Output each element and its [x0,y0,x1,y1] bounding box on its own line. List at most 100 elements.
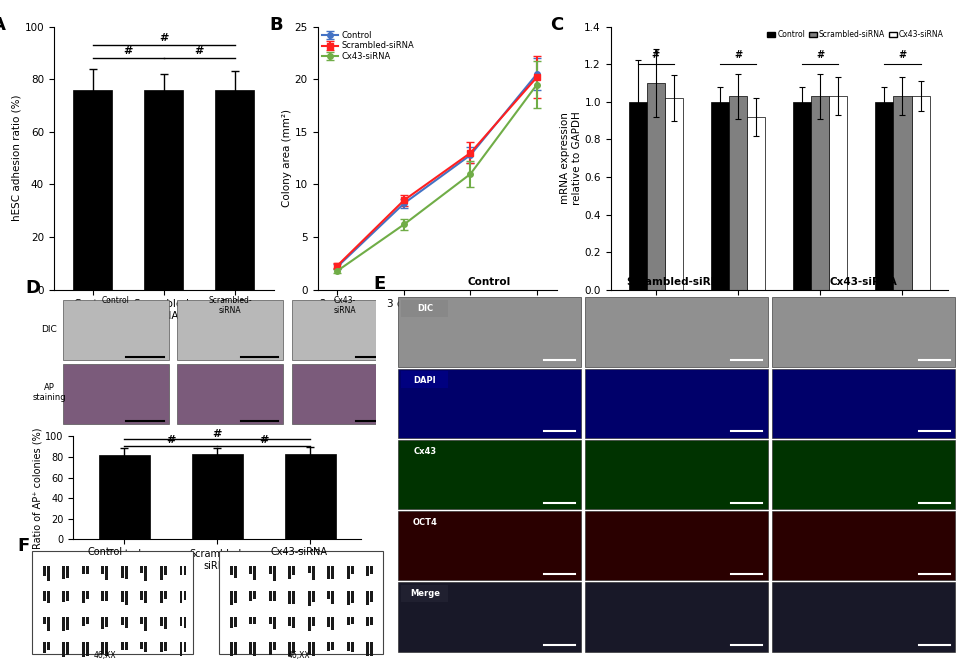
Bar [106,591,108,601]
Text: C: C [550,16,563,34]
Bar [160,566,163,580]
Bar [308,642,311,655]
Bar [401,300,448,317]
Bar [401,371,448,388]
Text: Cx43: Cx43 [413,447,437,456]
Text: F: F [18,537,29,555]
Bar [401,513,448,531]
Bar [106,617,108,627]
Bar [893,96,912,290]
Bar [292,642,295,653]
Bar [125,642,128,651]
Bar [230,642,233,657]
Bar [47,566,50,581]
Bar [141,566,144,573]
Bar [102,617,105,629]
Bar [366,642,369,655]
Bar [401,442,448,460]
Text: Cx43-siRNA: Cx43-siRNA [829,278,898,288]
Bar [273,591,276,601]
Bar [145,617,148,631]
Bar [164,566,167,575]
Bar [585,298,768,366]
Bar [141,642,144,649]
Bar [234,566,236,577]
FancyBboxPatch shape [63,300,169,360]
Bar [31,551,193,653]
FancyBboxPatch shape [292,364,398,424]
FancyBboxPatch shape [292,300,398,360]
Bar [347,617,350,625]
Bar [219,551,383,653]
Bar [912,96,929,290]
Bar [398,511,580,580]
Bar [73,90,112,290]
Bar [184,566,187,575]
Bar [43,617,46,624]
Text: D: D [25,280,41,298]
Bar [351,566,354,573]
Bar [141,617,144,624]
Bar [249,617,252,624]
Bar [401,585,448,602]
Legend: Control, Scrambled-siRNA, Cx43-siRNA: Control, Scrambled-siRNA, Cx43-siRNA [768,31,944,39]
Bar [331,617,334,630]
Bar [125,617,128,627]
Bar [102,591,105,601]
Bar [66,617,69,630]
Bar [312,566,315,579]
Bar [180,566,183,575]
Bar [331,591,334,604]
Bar [398,583,580,651]
Bar [82,566,85,574]
Bar [164,642,167,651]
Bar [121,566,124,578]
Bar [773,583,956,651]
Bar [63,566,65,579]
Bar [327,591,330,599]
Bar [82,642,85,657]
Bar [370,642,373,656]
Y-axis label: Ratio of AP⁺ colonies (%): Ratio of AP⁺ colonies (%) [32,427,42,549]
Bar [99,455,150,539]
Text: DIC: DIC [417,304,433,313]
Bar [398,298,580,366]
Y-axis label: Colony area (mm²): Colony area (mm²) [281,109,292,207]
Bar [66,566,69,578]
Bar [829,96,847,290]
Bar [585,511,768,580]
Bar [269,566,272,573]
Bar [43,642,46,653]
Bar [164,617,167,629]
Text: Control: Control [102,296,130,305]
Bar [273,617,276,629]
Bar [125,591,128,605]
Bar [63,617,65,631]
Bar [160,617,163,626]
Text: E: E [373,275,386,293]
Text: A: A [0,16,6,34]
Bar [273,642,276,651]
Bar [249,642,252,654]
Text: OCT4: OCT4 [412,518,438,527]
Bar [347,591,350,605]
Bar [253,642,256,656]
Bar [711,102,729,290]
Text: B: B [270,16,283,34]
Bar [366,617,369,626]
Bar [347,566,350,579]
Text: 46,XX: 46,XX [94,651,116,660]
Bar [86,617,89,625]
Bar [370,591,373,602]
Bar [86,566,89,574]
Bar [284,454,336,539]
Bar [63,642,65,657]
Text: #: # [123,46,133,56]
Bar [312,642,315,656]
Y-axis label: hESC adhesion ratio (%): hESC adhesion ratio (%) [12,95,21,221]
Bar [63,591,65,602]
Bar [253,617,256,625]
Bar [366,591,369,605]
Bar [86,591,89,599]
Text: DIC: DIC [41,326,57,334]
